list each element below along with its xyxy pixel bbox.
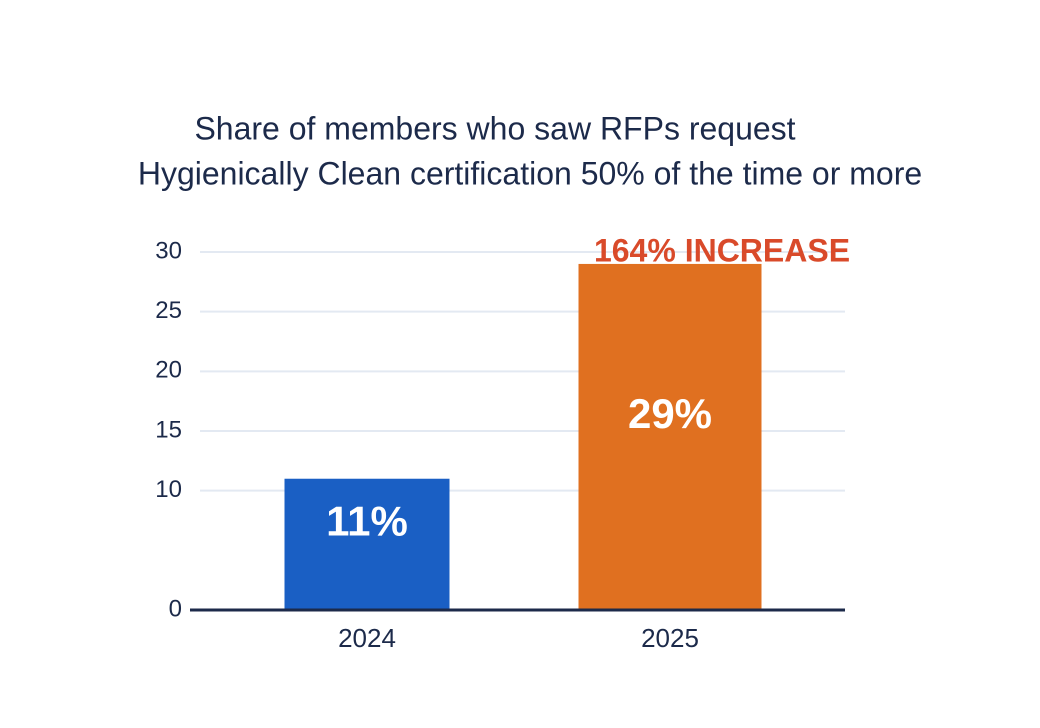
data-label: 11% xyxy=(326,497,408,544)
y-tick-label: 30 xyxy=(155,237,182,264)
y-tick-label: 20 xyxy=(155,357,182,384)
x-tick-label: 2025 xyxy=(641,623,699,653)
chart-title: Share of members who saw RFPs request xyxy=(194,110,795,146)
y-tick-label: 10 xyxy=(155,476,182,503)
x-tick-label: 2024 xyxy=(338,623,396,653)
annotation: 164% INCREASE xyxy=(594,232,850,268)
y-tick-label: 0 xyxy=(169,595,182,622)
chart-title: Hygienically Clean certification 50% of … xyxy=(138,155,922,191)
data-label: 29% xyxy=(628,390,712,437)
y-tick-label: 15 xyxy=(155,416,182,443)
y-tick-label: 25 xyxy=(155,297,182,324)
bar xyxy=(578,263,762,610)
bar xyxy=(284,478,450,610)
